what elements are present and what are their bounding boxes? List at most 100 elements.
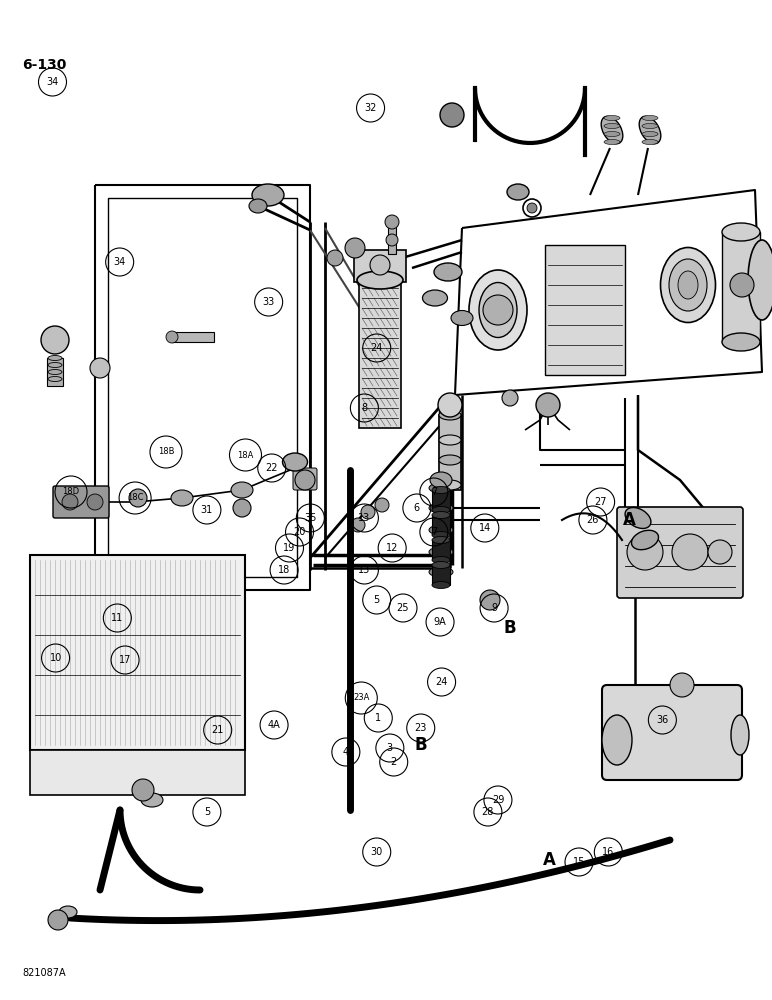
- Bar: [30, 555, 245, 750]
- Bar: [359, 280, 401, 428]
- Ellipse shape: [429, 483, 453, 493]
- Circle shape: [48, 910, 68, 930]
- Text: A: A: [623, 511, 635, 529]
- Ellipse shape: [252, 184, 284, 206]
- Bar: [545, 245, 625, 375]
- Text: 18: 18: [278, 565, 290, 575]
- Ellipse shape: [231, 482, 253, 498]
- Ellipse shape: [48, 369, 62, 374]
- Ellipse shape: [432, 506, 450, 514]
- Bar: [388, 242, 396, 254]
- Ellipse shape: [48, 376, 62, 381]
- Ellipse shape: [430, 472, 452, 488]
- Ellipse shape: [432, 532, 450, 538]
- Text: 9: 9: [491, 603, 497, 613]
- Ellipse shape: [439, 435, 461, 445]
- Bar: [30, 750, 245, 795]
- Text: 7: 7: [431, 487, 437, 497]
- Ellipse shape: [432, 487, 450, 493]
- Text: 34: 34: [46, 77, 59, 87]
- Text: 18D: 18D: [63, 488, 80, 496]
- Circle shape: [670, 673, 694, 697]
- Ellipse shape: [171, 490, 193, 506]
- Text: 8: 8: [361, 403, 367, 413]
- Ellipse shape: [439, 480, 461, 490]
- Text: 18B: 18B: [157, 448, 174, 456]
- Circle shape: [129, 489, 147, 507]
- Text: 24: 24: [435, 677, 448, 687]
- Text: 27: 27: [594, 497, 607, 507]
- FancyBboxPatch shape: [53, 486, 109, 518]
- Circle shape: [440, 103, 464, 127]
- Ellipse shape: [625, 508, 651, 528]
- Ellipse shape: [661, 247, 716, 322]
- Circle shape: [627, 534, 663, 570]
- Ellipse shape: [439, 410, 461, 420]
- Circle shape: [233, 499, 251, 517]
- Bar: [432, 515, 450, 535]
- Text: 21: 21: [212, 725, 224, 735]
- Ellipse shape: [439, 455, 461, 465]
- Ellipse shape: [283, 453, 307, 471]
- Circle shape: [345, 238, 365, 258]
- Ellipse shape: [422, 290, 448, 306]
- Text: 1: 1: [375, 713, 381, 723]
- Ellipse shape: [48, 356, 62, 360]
- Circle shape: [90, 358, 110, 378]
- Circle shape: [730, 273, 754, 297]
- Circle shape: [327, 250, 343, 266]
- Circle shape: [375, 498, 389, 512]
- Circle shape: [87, 494, 103, 510]
- Ellipse shape: [642, 123, 658, 128]
- Ellipse shape: [678, 271, 698, 299]
- Ellipse shape: [642, 131, 658, 136]
- Circle shape: [132, 779, 154, 801]
- Text: 19: 19: [283, 543, 296, 553]
- Text: 31: 31: [201, 505, 213, 515]
- Ellipse shape: [602, 715, 632, 765]
- Bar: [432, 565, 450, 585]
- Circle shape: [483, 295, 513, 325]
- Text: 16: 16: [602, 847, 615, 857]
- Circle shape: [41, 326, 69, 354]
- Ellipse shape: [722, 223, 760, 241]
- Text: 3: 3: [387, 743, 393, 753]
- Ellipse shape: [432, 556, 450, 564]
- Ellipse shape: [429, 567, 453, 577]
- Circle shape: [672, 534, 708, 570]
- Circle shape: [480, 590, 500, 610]
- Circle shape: [502, 390, 518, 406]
- Text: 7: 7: [431, 527, 437, 537]
- Text: 29: 29: [492, 795, 504, 805]
- Text: 9A: 9A: [434, 617, 446, 627]
- Text: 28: 28: [482, 807, 494, 817]
- Text: 32: 32: [364, 103, 377, 113]
- Ellipse shape: [432, 562, 450, 568]
- Text: 25: 25: [397, 603, 409, 613]
- Circle shape: [708, 540, 732, 564]
- Circle shape: [438, 393, 462, 417]
- Text: 4: 4: [343, 747, 349, 757]
- Ellipse shape: [434, 263, 462, 281]
- Text: 4A: 4A: [268, 720, 280, 730]
- Circle shape: [295, 470, 315, 490]
- Circle shape: [361, 505, 375, 519]
- Text: 2: 2: [391, 757, 397, 767]
- Text: A: A: [543, 851, 556, 869]
- Circle shape: [62, 494, 78, 510]
- Ellipse shape: [639, 116, 661, 144]
- Ellipse shape: [669, 259, 707, 311]
- Bar: [722, 232, 760, 342]
- Ellipse shape: [631, 530, 659, 550]
- Bar: [439, 415, 461, 490]
- Ellipse shape: [48, 362, 62, 367]
- Ellipse shape: [429, 547, 453, 557]
- Ellipse shape: [432, 536, 450, 544]
- Text: 6-130: 6-130: [22, 58, 66, 72]
- Ellipse shape: [357, 271, 403, 289]
- Text: 20: 20: [293, 527, 306, 537]
- Text: 34: 34: [113, 257, 126, 267]
- Ellipse shape: [432, 512, 450, 518]
- Ellipse shape: [748, 240, 772, 320]
- Text: 17: 17: [119, 655, 131, 665]
